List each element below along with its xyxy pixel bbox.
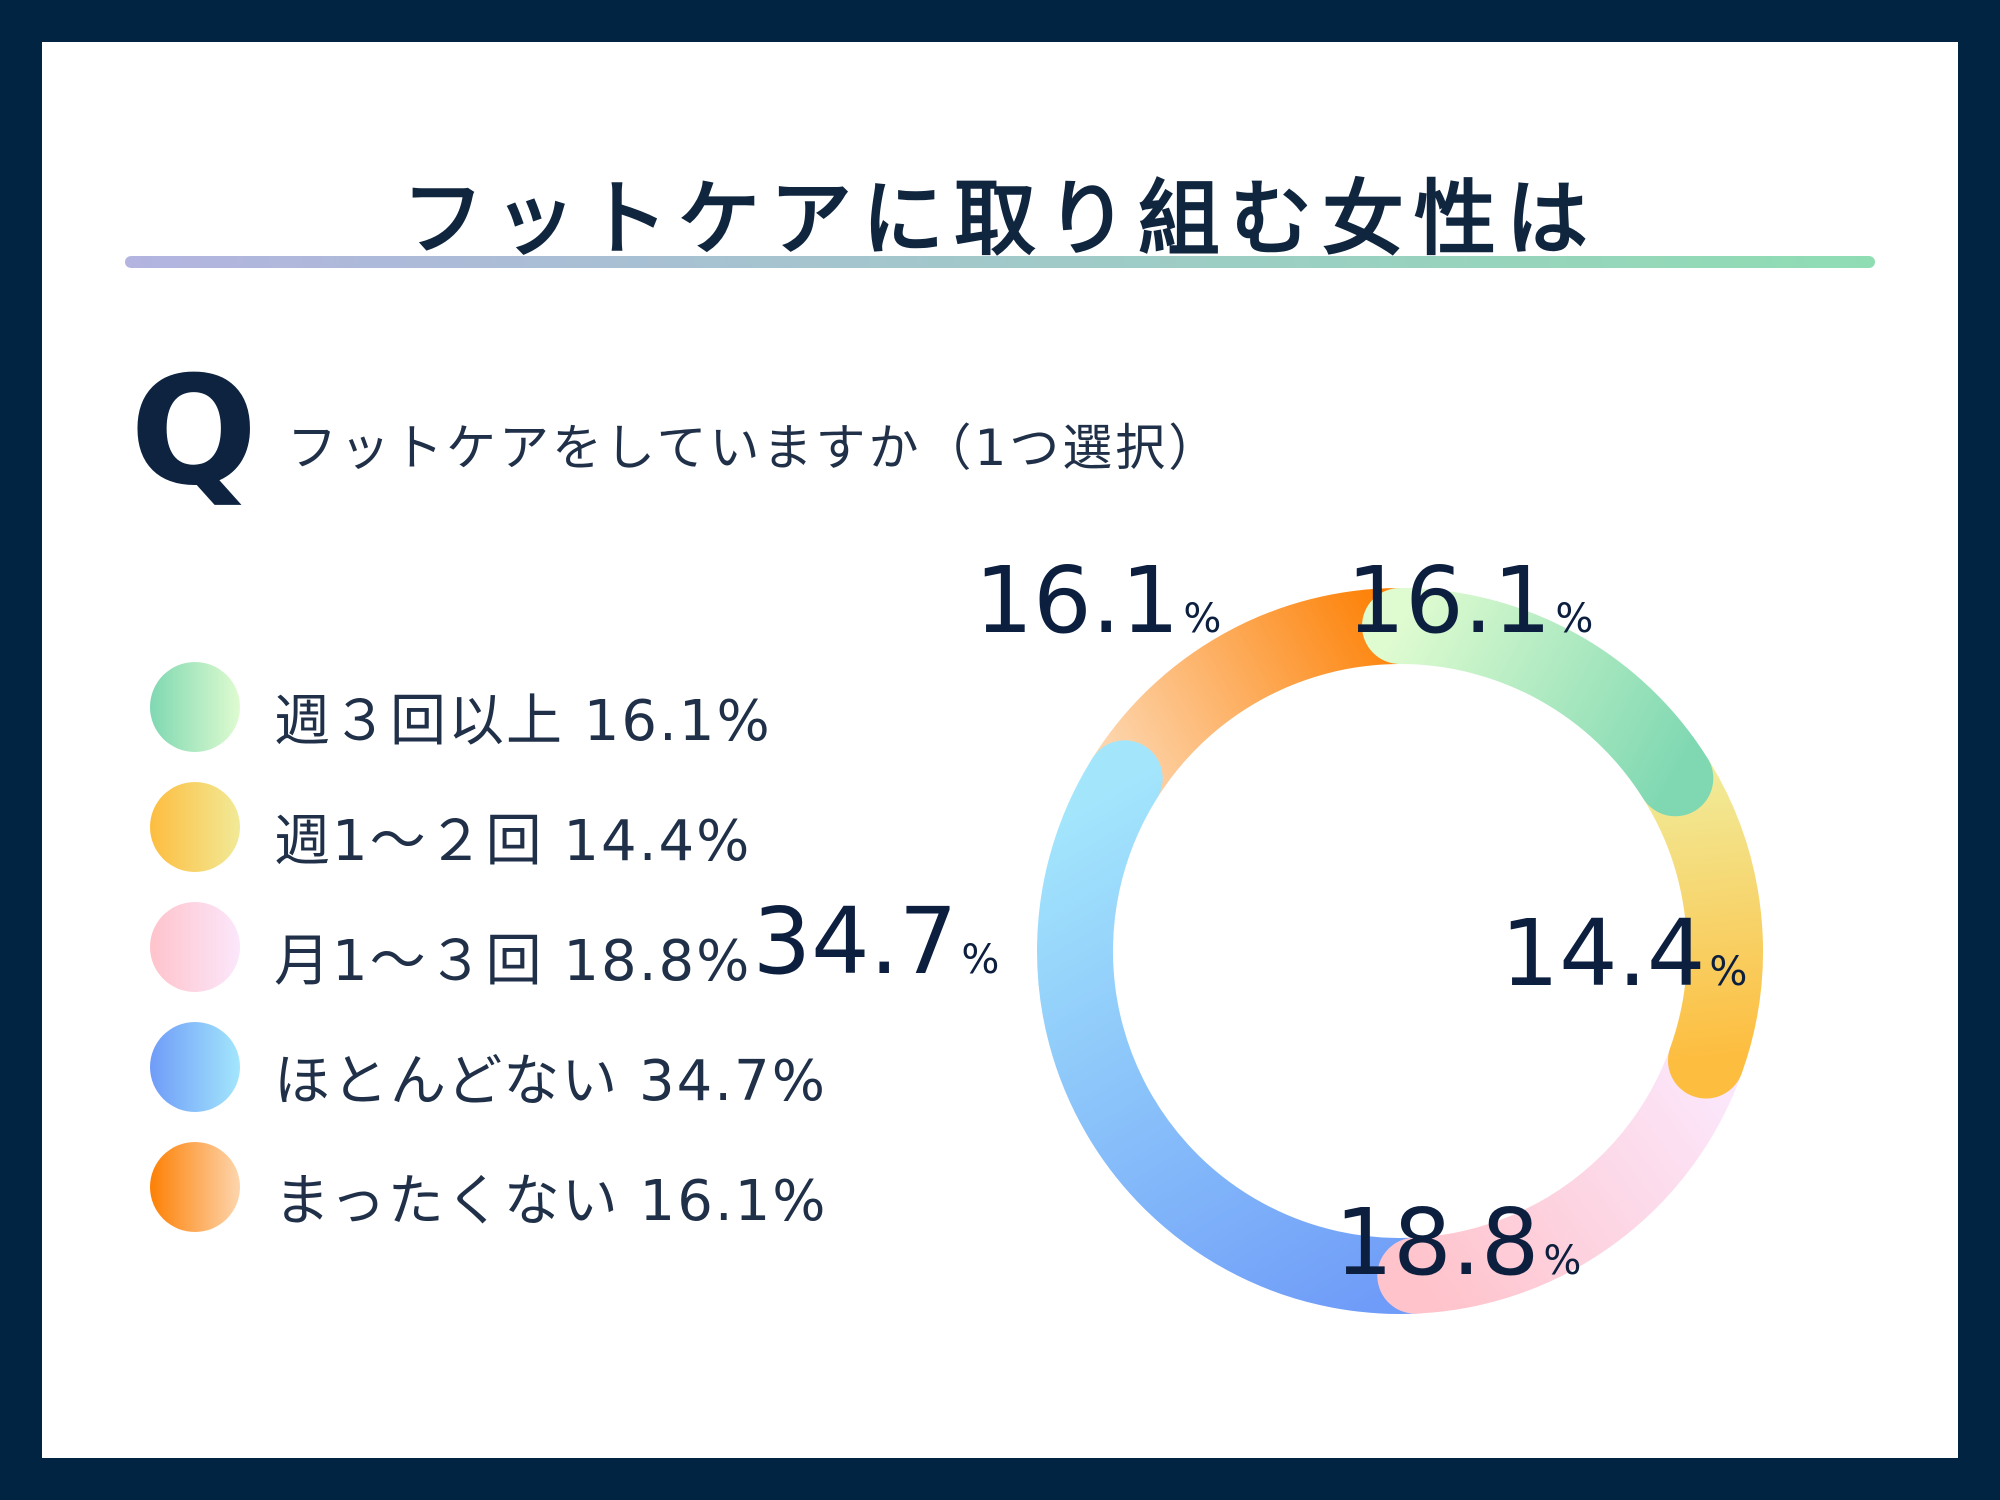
title-divider <box>125 256 1875 268</box>
slice-label-1: 16.1% <box>1347 547 1594 654</box>
donut-slice-1 <box>1362 588 1714 817</box>
legend-label: 週1～２回 14.4% <box>274 809 752 874</box>
legend-swatch <box>150 1022 240 1112</box>
legend-label: ほとんどない 34.7% <box>274 1049 827 1114</box>
legend-swatch <box>150 782 240 872</box>
question-mark-label: Q <box>130 345 258 519</box>
legend-swatch <box>150 662 240 752</box>
legend-swatch <box>150 902 240 992</box>
legend-label: まったくない 16.1% <box>274 1169 828 1234</box>
slice-label-5: 16.1% <box>975 547 1222 654</box>
legend-label: 月1～３回 18.8% <box>274 929 752 994</box>
legend-swatch <box>150 1142 240 1232</box>
card: フットケアに取り組む女性は Q フットケアをしていますか（1つ選択） 週３回以上… <box>42 42 1958 1458</box>
legend-label: 週３回以上 16.1% <box>274 689 772 754</box>
donut-slice-5 <box>1086 588 1438 817</box>
question-text: フットケアをしていますか（1つ選択） <box>287 419 1222 477</box>
donut-slice-2 <box>1637 740 1763 1099</box>
donut-slice-3 <box>1377 1022 1744 1314</box>
slice-label-2: 14.4% <box>1501 900 1748 1007</box>
donut-chart: 16.1 % 14.4 % 18.8 % 34.7 % 16.1% <box>753 547 1763 1314</box>
slice-label-3: 18.8% <box>1335 1189 1582 1296</box>
slice-label-4: 34.7% <box>753 888 1000 995</box>
page-title: フットケアに取り組む女性は <box>401 172 1598 267</box>
donut-slice-4 <box>1037 740 1454 1314</box>
